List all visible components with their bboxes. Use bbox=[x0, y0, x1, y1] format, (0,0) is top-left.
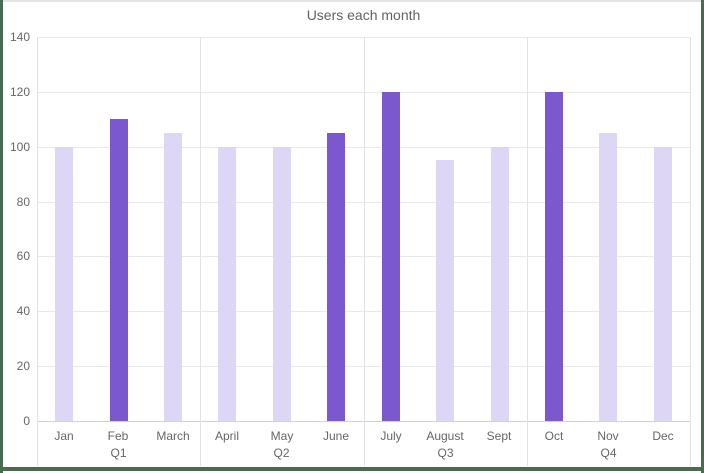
quarter-divider bbox=[527, 37, 528, 466]
gridline bbox=[37, 311, 690, 312]
quarter-label-q4: Q4 bbox=[600, 446, 617, 460]
bar-feb bbox=[110, 119, 128, 421]
gridline bbox=[37, 92, 690, 93]
bar-august bbox=[436, 160, 454, 421]
bar-march bbox=[164, 133, 182, 421]
bar-nov bbox=[599, 133, 617, 421]
quarter-label-q1: Q1 bbox=[110, 446, 127, 460]
month-label-oct: Oct bbox=[544, 429, 564, 443]
y-tick-label: 20 bbox=[16, 359, 30, 373]
month-label-may: May bbox=[270, 429, 294, 443]
month-label-july: July bbox=[380, 429, 402, 443]
gridline bbox=[37, 366, 690, 367]
gridline bbox=[37, 202, 690, 203]
y-tick-label: 80 bbox=[16, 195, 30, 209]
plot-right-edge bbox=[690, 37, 691, 466]
month-label-april: April bbox=[214, 429, 239, 443]
gridline bbox=[37, 37, 690, 38]
gridline bbox=[37, 256, 690, 257]
bar-july bbox=[382, 92, 400, 421]
plot-left-edge bbox=[37, 37, 38, 466]
bar-may bbox=[273, 147, 291, 421]
month-label-march: March bbox=[156, 429, 190, 443]
month-label-nov: Nov bbox=[597, 429, 619, 443]
month-label-sept: Sept bbox=[486, 429, 512, 443]
window-border-right bbox=[701, 0, 704, 473]
y-tick-label: 0 bbox=[23, 414, 30, 428]
gridline bbox=[37, 147, 690, 148]
month-label-jan: Jan bbox=[54, 429, 74, 443]
y-tick-label: 100 bbox=[9, 140, 30, 154]
quarter-label-q3: Q3 bbox=[437, 446, 454, 460]
quarter-divider bbox=[364, 37, 365, 466]
window-border-left bbox=[0, 0, 3, 473]
y-tick-label: 40 bbox=[16, 304, 30, 318]
quarter-divider bbox=[200, 37, 201, 466]
bar-oct bbox=[545, 92, 563, 421]
window-border-bottom bbox=[0, 467, 704, 471]
bar-june bbox=[327, 133, 345, 421]
quarter-label-q2: Q2 bbox=[273, 446, 290, 460]
month-label-august: August bbox=[426, 429, 464, 443]
x-axis-line bbox=[37, 421, 690, 422]
y-tick-label: 60 bbox=[16, 249, 30, 263]
bar-jan bbox=[55, 147, 73, 421]
month-label-dec: Dec bbox=[652, 429, 674, 443]
bar-dec bbox=[654, 147, 672, 421]
month-label-feb: Feb bbox=[107, 429, 129, 443]
chart-title: Users each month bbox=[306, 7, 421, 23]
y-tick-label: 140 bbox=[9, 30, 30, 44]
window-border-top bbox=[0, 0, 704, 2]
bar-april bbox=[218, 147, 236, 421]
month-label-june: June bbox=[322, 429, 350, 443]
bar-sept bbox=[491, 147, 509, 421]
y-tick-label: 120 bbox=[9, 85, 30, 99]
